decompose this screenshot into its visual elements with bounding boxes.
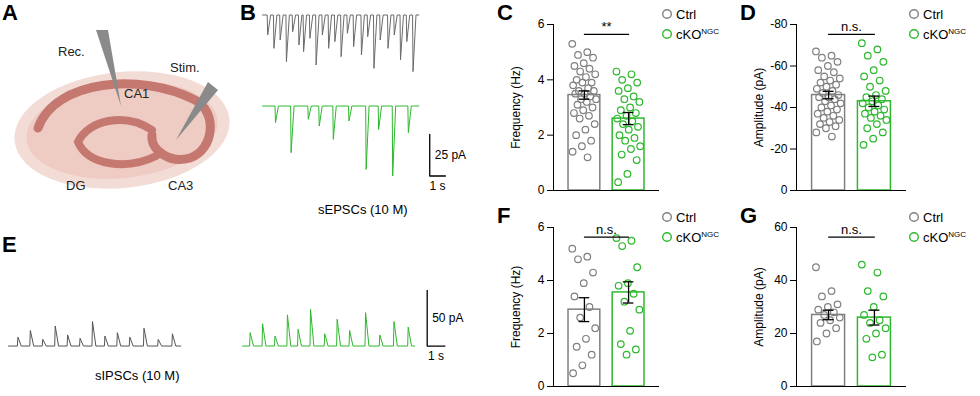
html-text:F: F bbox=[497, 203, 511, 228]
svg-text:6: 6 bbox=[538, 17, 545, 31]
svg-text:n.s.: n.s. bbox=[841, 19, 862, 34]
svg-text:20: 20 bbox=[774, 326, 788, 340]
svg-text:4: 4 bbox=[538, 73, 545, 87]
svg-text:0: 0 bbox=[781, 379, 788, 393]
svg-text:Amplitude (pA): Amplitude (pA) bbox=[752, 267, 766, 346]
svg-text:DG: DG bbox=[66, 178, 86, 193]
html-text:Ctrl: Ctrl bbox=[676, 210, 697, 225]
html-text:cKONGC: cKONGC bbox=[676, 230, 720, 246]
html-text:E: E bbox=[2, 232, 17, 257]
svg-text:n.s.: n.s. bbox=[596, 222, 617, 237]
svg-text:50 pA: 50 pA bbox=[432, 311, 463, 325]
html-text:C: C bbox=[497, 0, 513, 25]
html-text:B: B bbox=[240, 0, 256, 25]
html-text:A: A bbox=[2, 0, 18, 25]
svg-text:2: 2 bbox=[538, 326, 545, 340]
html-text:cKONGC: cKONGC bbox=[923, 230, 967, 246]
html-text:Ctrl: Ctrl bbox=[923, 210, 944, 225]
svg-text:CA1: CA1 bbox=[124, 86, 149, 101]
svg-text:2: 2 bbox=[538, 128, 545, 142]
svg-text:-40: -40 bbox=[770, 100, 788, 114]
svg-text:Stim.: Stim. bbox=[170, 60, 200, 75]
svg-text:6: 6 bbox=[538, 220, 545, 234]
svg-text:Frequency (Hz): Frequency (Hz) bbox=[509, 66, 523, 149]
svg-text:-20: -20 bbox=[770, 142, 788, 156]
svg-text:Frequency (Hz): Frequency (Hz) bbox=[509, 266, 523, 349]
html-text:cKONGC: cKONGC bbox=[923, 27, 967, 43]
html-text:D: D bbox=[740, 0, 756, 25]
svg-text:25 pA: 25 pA bbox=[435, 148, 466, 162]
svg-text:1 s: 1 s bbox=[428, 349, 444, 363]
svg-text:4: 4 bbox=[538, 273, 545, 287]
html-text:G: G bbox=[740, 203, 758, 228]
svg-text:Rec.: Rec. bbox=[58, 44, 85, 59]
html-text:sEPSCs (10 M): sEPSCs (10 M) bbox=[318, 202, 408, 217]
svg-text:40: 40 bbox=[774, 273, 788, 287]
html-text:sIPSCs (10 M): sIPSCs (10 M) bbox=[95, 368, 180, 383]
html-text:Ctrl: Ctrl bbox=[676, 7, 697, 22]
html-text:cKONGC: cKONGC bbox=[676, 27, 720, 43]
svg-text:Amplitude (pA): Amplitude (pA) bbox=[752, 68, 766, 147]
svg-text:**: ** bbox=[601, 19, 611, 34]
svg-text:0: 0 bbox=[538, 379, 545, 393]
html-text:Ctrl: Ctrl bbox=[923, 7, 944, 22]
svg-text:n.s.: n.s. bbox=[841, 222, 862, 237]
svg-text:1 s: 1 s bbox=[430, 179, 446, 193]
svg-text:-60: -60 bbox=[770, 59, 788, 73]
svg-text:60: 60 bbox=[774, 220, 788, 234]
svg-text:0: 0 bbox=[538, 183, 545, 197]
svg-text:-80: -80 bbox=[770, 17, 788, 31]
svg-text:0: 0 bbox=[781, 183, 788, 197]
svg-text:CA3: CA3 bbox=[168, 178, 193, 193]
